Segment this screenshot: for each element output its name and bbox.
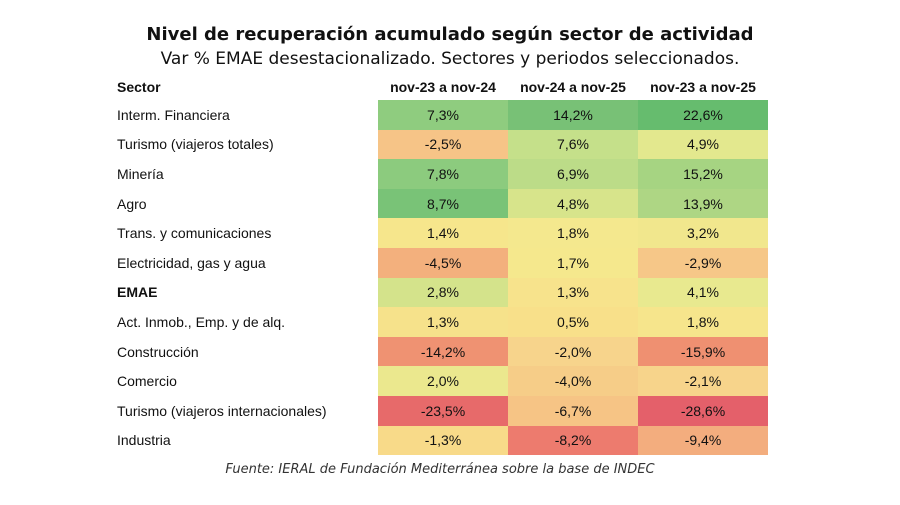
value-cell: -15,9% [638,336,768,367]
value-cell: 3,2% [638,218,768,248]
sector-label: Industria [117,432,171,449]
source: Fuente: IERAL de Fundación Mediterránea … [225,462,655,477]
sector-label: Turismo (viajeros internacionales) [117,402,327,419]
table-row: Act. Inmob., Emp. y de alq. 1,3% 0,5% 1,8% [113,307,768,337]
value-cell: -2,9% [638,247,768,278]
value-cell: 13,9% [638,188,768,219]
value-cell: 7,6% [508,129,638,160]
value-cell: 4,1% [638,277,768,308]
table-row: Agro 8,7% 4,8% 13,9% [113,188,768,219]
value-cell: 0,5% [508,307,638,337]
sector-label: Turismo (viajeros totales) [117,136,274,153]
value-cell: 1,8% [508,218,638,248]
value-cell: -23,5% [378,395,508,426]
sector-label: Act. Inmob., Emp. y de alq. [117,313,286,330]
sector-label: Trans. y comunicaciones [117,225,272,242]
value-cell: 1,8% [638,307,768,337]
value-cell: -8,2% [508,425,638,456]
table-row: Trans. y comunicaciones 1,4% 1,8% 3,2% [113,218,768,248]
value-cell: 1,4% [378,218,508,248]
value-cell: -4,5% [378,247,508,278]
table-row: Industria -1,3% -8,2% -9,4% [113,425,768,456]
sector-label: EMAE [117,284,158,301]
sector-label: Construcción [117,343,199,360]
value-cell: 7,3% [378,100,508,130]
value-cell: -1,3% [378,425,508,456]
value-cell: -14,2% [378,336,508,367]
column-header: Sector [117,79,161,95]
value-cell: -9,4% [638,425,768,456]
value-cell: 6,9% [508,159,638,189]
table: Sector nov-23 a nov-24 nov-24 a nov-25 nov-… [113,74,768,456]
title: Nivel de recuperación acumulado según se… [146,24,754,45]
column-header: nov-24 a nov-25 [520,79,626,95]
value-cell: 1,3% [508,277,638,308]
value-cell: 14,2% [508,100,638,130]
value-cell: 1,3% [378,307,508,337]
sector-label: Agro [117,195,147,212]
column-header: nov-23 a nov-24 [390,79,496,95]
sector-label: Minería [117,165,164,182]
value-cell: 4,9% [638,129,768,160]
table-row: Minería 7,8% 6,9% 15,2% [113,159,768,189]
value-cell: 22,6% [638,100,768,130]
value-cell: -6,7% [508,395,638,426]
table-row: Construcción -14,2% -2,0% -15,9% [113,336,768,367]
table-row: Turismo (viajeros internacionales) -23,5%… [113,395,768,426]
table-row: Electricidad, gas y agua -4,5% 1,7% -2,9% [113,247,768,278]
value-cell: 1,7% [508,247,638,278]
value-cell: 2,8% [378,277,508,308]
column-header: nov-23 a nov-25 [650,79,756,95]
value-cell: 2,0% [378,366,508,396]
value-cell: -4,0% [508,366,638,396]
value-cell: -2,0% [508,336,638,367]
table-row: Interm. Financiera 7,3% 14,2% 22,6% [113,100,768,130]
value-cell: 15,2% [638,159,768,189]
subtitle: Var % EMAE desestacionalizado. Sectores … [160,49,740,69]
table-row: Turismo (viajeros totales) -2,5% 7,6% 4,9% [113,129,768,160]
sector-label: Interm. Financiera [117,106,230,123]
value-cell: 4,8% [508,188,638,219]
table-row: EMAE 2,8% 1,3% 4,1% [113,277,768,308]
value-cell: -2,1% [638,366,768,396]
sector-label: Comercio [117,373,177,390]
value-cell: 8,7% [378,188,508,219]
value-cell: -2,5% [378,129,508,160]
value-cell: 7,8% [378,159,508,189]
table-row: Comercio 2,0% -4,0% -2,1% [113,366,768,396]
value-cell: -28,6% [638,395,768,426]
header-row: Sector nov-23 a nov-24 nov-24 a nov-25 nov-… [113,74,768,100]
sector-label: Electricidad, gas y agua [117,254,266,271]
